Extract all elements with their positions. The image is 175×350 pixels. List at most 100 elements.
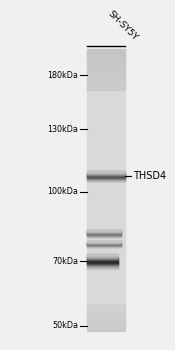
Bar [86, 252, 125, 253]
Text: SH-SY5Y: SH-SY5Y [106, 9, 140, 42]
Text: 50kDa: 50kDa [52, 321, 78, 330]
Bar [86, 277, 125, 279]
Bar [86, 259, 118, 260]
Bar [86, 125, 125, 127]
Bar [86, 254, 125, 256]
Bar [86, 205, 125, 207]
Bar [86, 135, 125, 136]
Bar [86, 274, 125, 276]
Bar [86, 263, 125, 265]
Bar [86, 245, 125, 246]
Bar [86, 119, 125, 121]
Bar [86, 67, 125, 69]
Bar [86, 239, 125, 241]
Bar [86, 195, 125, 197]
Bar [86, 264, 118, 265]
Bar [86, 66, 125, 68]
Bar [86, 76, 125, 77]
Bar [86, 132, 125, 134]
Bar [86, 209, 125, 211]
Bar [86, 242, 125, 244]
Bar [86, 328, 125, 329]
Bar [86, 291, 125, 293]
Bar [86, 193, 125, 194]
Bar [86, 249, 125, 251]
Text: 70kDa: 70kDa [52, 257, 78, 266]
Bar [86, 142, 125, 143]
Bar [86, 243, 125, 245]
Bar [86, 170, 125, 172]
Bar [86, 261, 118, 262]
Bar [86, 77, 125, 79]
Bar [86, 315, 125, 317]
Bar [86, 284, 125, 286]
Text: THSD4: THSD4 [133, 171, 166, 181]
Bar [86, 183, 125, 184]
Bar [86, 112, 125, 114]
Bar [86, 271, 125, 273]
Bar [86, 90, 125, 91]
Bar [86, 293, 125, 294]
Bar [86, 265, 118, 266]
Bar [86, 139, 125, 141]
Bar [86, 55, 125, 56]
Bar [86, 111, 125, 113]
Bar [86, 321, 125, 322]
Bar [86, 261, 125, 263]
Bar [86, 247, 125, 249]
Bar [86, 246, 125, 248]
Bar [86, 260, 118, 261]
Bar [86, 173, 125, 175]
Bar [86, 253, 125, 255]
Bar [86, 233, 125, 235]
Bar [86, 52, 125, 54]
Bar [86, 231, 125, 232]
Bar [86, 270, 125, 272]
Bar [86, 222, 125, 224]
Bar [86, 304, 125, 306]
Bar [86, 250, 125, 252]
Bar [86, 254, 118, 255]
Bar [86, 314, 125, 315]
Bar [86, 319, 125, 321]
Bar [86, 204, 125, 205]
Bar [86, 186, 125, 187]
Bar [86, 235, 125, 237]
Bar [86, 115, 125, 117]
Bar [86, 294, 125, 296]
Bar [86, 262, 118, 263]
Bar [86, 228, 125, 230]
Bar [86, 84, 125, 86]
Bar [86, 176, 125, 177]
Bar [86, 99, 125, 101]
Bar [86, 232, 125, 234]
Bar [86, 128, 125, 130]
Bar [86, 110, 125, 111]
Bar [86, 152, 125, 153]
Bar [86, 167, 125, 169]
Bar [86, 191, 125, 193]
Bar [86, 261, 118, 262]
Bar [86, 266, 118, 267]
Bar [86, 129, 125, 131]
Bar [86, 131, 125, 132]
Bar [86, 143, 125, 145]
Bar [86, 88, 125, 90]
Bar [86, 201, 125, 203]
Bar [86, 157, 125, 159]
Bar [86, 224, 125, 225]
Bar [86, 267, 118, 268]
Bar [86, 323, 125, 325]
Bar [86, 265, 118, 266]
Bar [86, 278, 125, 280]
Bar [86, 180, 125, 182]
Bar [86, 254, 118, 255]
Bar [86, 308, 125, 310]
Bar [86, 329, 125, 331]
Bar [86, 297, 125, 299]
Text: 130kDa: 130kDa [47, 125, 78, 134]
Bar [86, 240, 125, 242]
Bar [86, 266, 125, 267]
Bar [86, 311, 125, 313]
Bar [86, 256, 125, 258]
